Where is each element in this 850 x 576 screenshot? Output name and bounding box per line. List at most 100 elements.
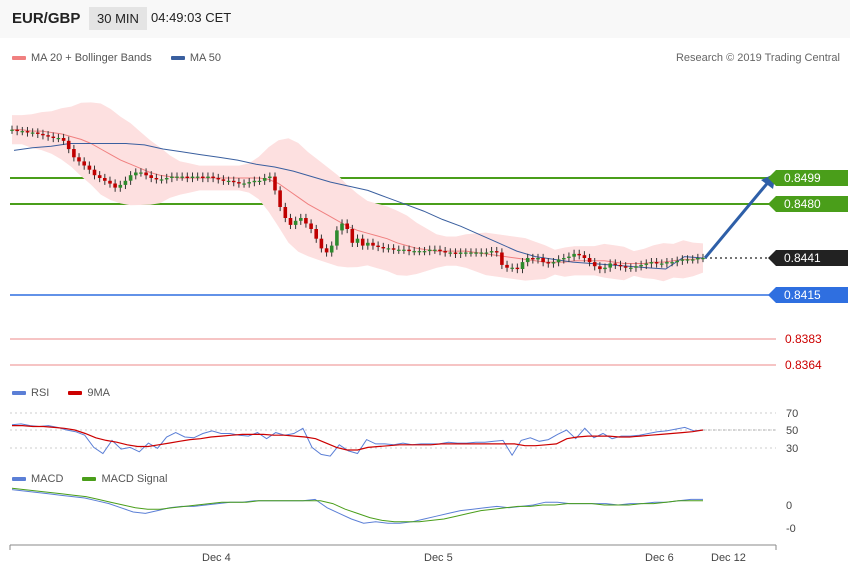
candle-body bbox=[618, 264, 623, 267]
candle-body bbox=[164, 178, 169, 180]
candle-body bbox=[582, 255, 587, 258]
rsi-line bbox=[11, 423, 704, 457]
candle-body bbox=[685, 259, 690, 261]
candle-body bbox=[211, 176, 215, 178]
candle-body bbox=[386, 248, 391, 250]
candle-body bbox=[314, 229, 318, 239]
moving-averages bbox=[13, 143, 704, 270]
rsi-legend: RSI 9MA bbox=[12, 387, 110, 399]
candle-body bbox=[288, 218, 293, 225]
candle-body bbox=[613, 263, 618, 265]
candle-body bbox=[464, 252, 468, 254]
level-label-0.8441: 0.8441 bbox=[768, 250, 848, 266]
candle-body bbox=[72, 149, 76, 158]
candle-body bbox=[149, 175, 153, 178]
candle-body bbox=[190, 176, 195, 178]
candle-body bbox=[587, 258, 592, 263]
candle-body bbox=[391, 248, 396, 250]
level-label-0.8383: 0.8383 bbox=[785, 332, 822, 346]
candle-body bbox=[567, 256, 571, 258]
bollinger-swatch-icon bbox=[12, 56, 26, 61]
candle-body bbox=[10, 129, 14, 131]
candle-body bbox=[371, 242, 375, 246]
rsi-lines bbox=[11, 423, 776, 457]
candle-body bbox=[61, 138, 66, 141]
candle-body bbox=[87, 165, 92, 170]
candle-body bbox=[226, 180, 231, 182]
candle-body bbox=[500, 252, 504, 265]
candle-body bbox=[381, 247, 386, 249]
candle-body bbox=[273, 176, 277, 191]
candle-body bbox=[283, 207, 288, 218]
candle-body bbox=[257, 180, 262, 182]
legend-macd-signal: MACD Signal bbox=[101, 473, 168, 485]
candle-body bbox=[221, 179, 226, 181]
candle-body bbox=[427, 249, 432, 252]
candle-body bbox=[433, 249, 437, 251]
candle-body bbox=[505, 264, 509, 268]
research-credit: Research © 2019 Trading Central bbox=[675, 52, 840, 64]
candle-body bbox=[231, 180, 236, 183]
bollinger-band bbox=[12, 102, 704, 282]
candle-body bbox=[51, 136, 56, 138]
bollinger-band-area bbox=[12, 102, 703, 282]
candle-body bbox=[644, 263, 649, 265]
macd-tick-0: 0 bbox=[786, 500, 792, 512]
candle-body bbox=[350, 229, 355, 243]
candle-body bbox=[469, 252, 473, 254]
candle-body bbox=[82, 161, 86, 166]
candle-body bbox=[46, 135, 50, 137]
candlesticks bbox=[10, 125, 705, 274]
candle-body bbox=[531, 258, 535, 260]
level-label-0.8415: 0.8415 bbox=[768, 287, 848, 303]
candle-body bbox=[25, 131, 30, 133]
candle-body bbox=[324, 248, 329, 253]
candle-body bbox=[639, 264, 643, 267]
currency-pair-label: EUR/GBP bbox=[12, 10, 81, 27]
candle-body bbox=[304, 218, 308, 224]
candle-body bbox=[268, 176, 272, 178]
ma50-line bbox=[13, 143, 704, 270]
legend-rsi: RSI bbox=[31, 387, 50, 399]
candle-body bbox=[458, 252, 463, 254]
candle-body bbox=[556, 259, 561, 263]
candle-body bbox=[345, 223, 349, 229]
timestamp: 04:49:03 CET bbox=[151, 10, 232, 25]
candle-body bbox=[113, 183, 117, 188]
candle-body bbox=[654, 262, 659, 264]
macd-signal-line bbox=[11, 487, 703, 523]
macd-signal-swatch-icon bbox=[82, 477, 97, 482]
rsi-tick-70: 70 bbox=[786, 408, 798, 420]
candle-body bbox=[536, 258, 540, 260]
legend-9ma: 9MA bbox=[87, 387, 111, 399]
candle-body bbox=[592, 262, 597, 267]
x-tick-dec5: Dec 5 bbox=[424, 552, 453, 564]
x-tick-dec6: Dec 6 bbox=[645, 552, 674, 564]
x-tick-dec4: Dec 4 bbox=[202, 552, 231, 564]
candle-body bbox=[598, 266, 602, 270]
candle-body bbox=[417, 251, 422, 253]
candle-body bbox=[66, 140, 71, 150]
candle-body bbox=[335, 230, 339, 246]
macd-legend: MACD MACD Signal bbox=[12, 473, 167, 485]
candle-body bbox=[242, 183, 246, 185]
timeframe-selector[interactable]: 30 MIN bbox=[89, 7, 147, 30]
candle-body bbox=[675, 260, 679, 263]
candle-body bbox=[355, 238, 360, 243]
candle-body bbox=[195, 176, 200, 178]
candle-body bbox=[438, 249, 442, 252]
candle-body bbox=[696, 258, 700, 260]
candle-body bbox=[144, 172, 148, 176]
level-label-0.8499: 0.8499 bbox=[768, 170, 848, 186]
candle-body bbox=[41, 133, 45, 136]
candle-body bbox=[515, 267, 520, 270]
candle-body bbox=[649, 262, 654, 264]
main-legend: MA 20 + Bollinger Bands MA 50 bbox=[12, 52, 221, 64]
ma9-swatch-icon bbox=[68, 391, 83, 396]
candle-body bbox=[448, 252, 453, 254]
candle-body bbox=[247, 182, 251, 184]
candle-body bbox=[366, 242, 370, 246]
candle-body bbox=[407, 249, 411, 252]
level-label-0.8364: 0.8364 bbox=[785, 358, 822, 372]
candle-body bbox=[443, 251, 447, 253]
